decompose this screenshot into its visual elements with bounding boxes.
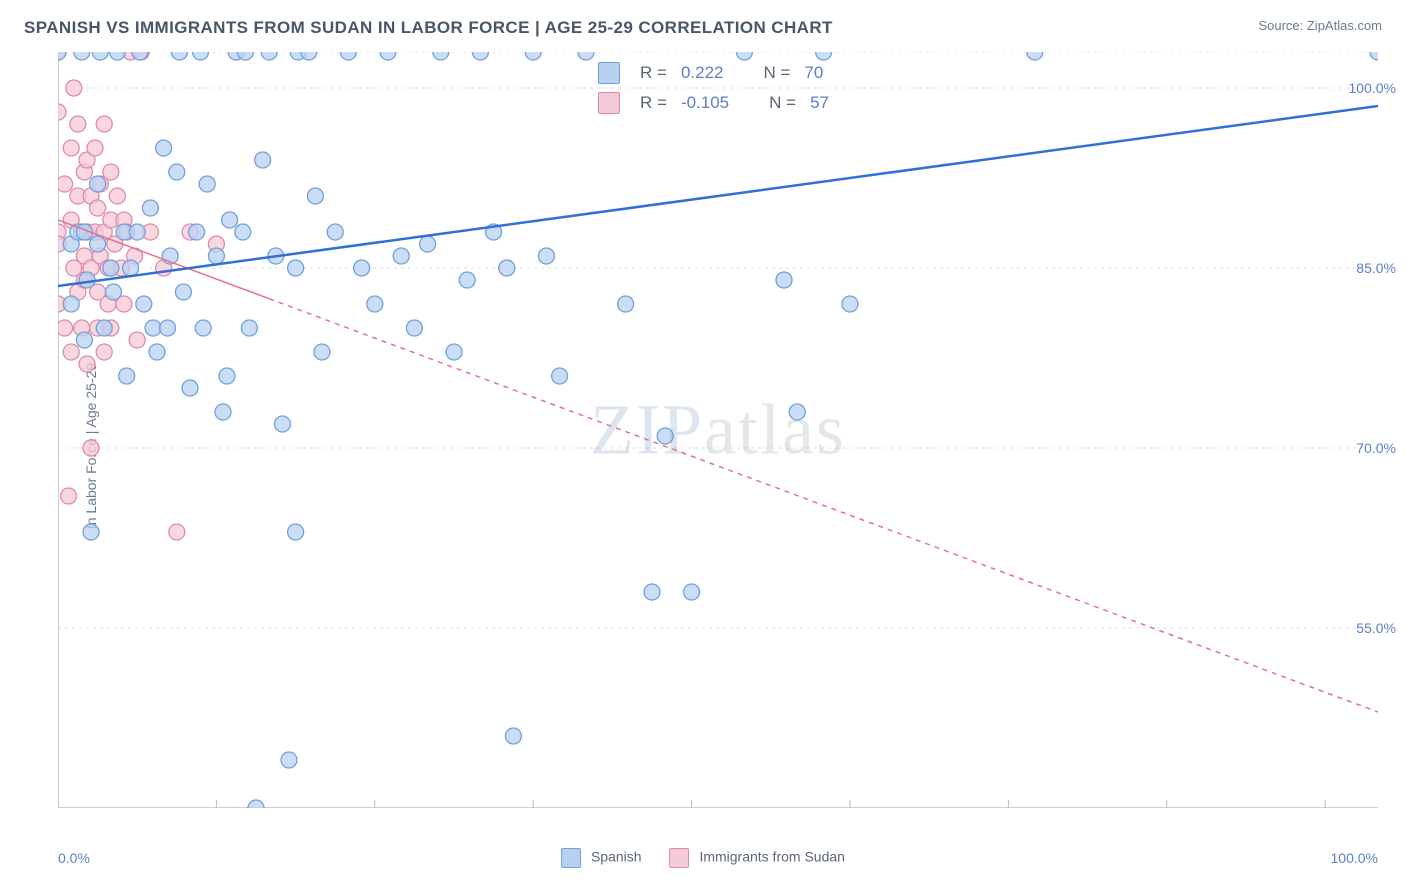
swatch-spanish <box>598 62 620 84</box>
plot-area: R = 0.222 N = 70 R = -0.105 N = 57 ZIPat… <box>58 52 1378 808</box>
scatter-chart-svg <box>58 52 1378 808</box>
swatch-spanish <box>561 848 581 868</box>
x-tick-min: 0.0% <box>58 850 90 866</box>
n-label: N = <box>769 93 796 113</box>
n-value-sudan: 57 <box>810 93 829 113</box>
legend-label-sudan: Immigrants from Sudan <box>699 849 845 865</box>
source-attribution: Source: ZipAtlas.com <box>1258 18 1382 33</box>
swatch-sudan <box>598 92 620 114</box>
y-tick-label: 100.0% <box>1349 80 1396 96</box>
correlation-legend: R = 0.222 N = 70 R = -0.105 N = 57 <box>598 58 829 118</box>
chart-container: SPANISH VS IMMIGRANTS FROM SUDAN IN LABO… <box>0 0 1406 892</box>
title-bar: SPANISH VS IMMIGRANTS FROM SUDAN IN LABO… <box>0 0 1406 38</box>
legend-row-sudan: R = -0.105 N = 57 <box>598 88 829 118</box>
r-value-spanish: 0.222 <box>681 63 724 83</box>
r-label: R = <box>640 63 667 83</box>
x-tick-max: 100.0% <box>1331 850 1378 866</box>
legend-row-spanish: R = 0.222 N = 70 <box>598 58 829 88</box>
n-label: N = <box>763 63 790 83</box>
legend-item-spanish: Spanish <box>561 848 641 868</box>
y-tick-label: 55.0% <box>1356 620 1396 636</box>
swatch-sudan <box>670 848 690 868</box>
y-tick-label: 85.0% <box>1356 260 1396 276</box>
chart-title: SPANISH VS IMMIGRANTS FROM SUDAN IN LABO… <box>24 18 833 38</box>
r-value-sudan: -0.105 <box>681 93 729 113</box>
n-value-spanish: 70 <box>804 63 823 83</box>
series-legend: Spanish Immigrants from Sudan <box>561 848 845 868</box>
r-label: R = <box>640 93 667 113</box>
legend-label-spanish: Spanish <box>591 849 642 865</box>
y-tick-label: 70.0% <box>1356 440 1396 456</box>
legend-item-sudan: Immigrants from Sudan <box>670 848 845 868</box>
